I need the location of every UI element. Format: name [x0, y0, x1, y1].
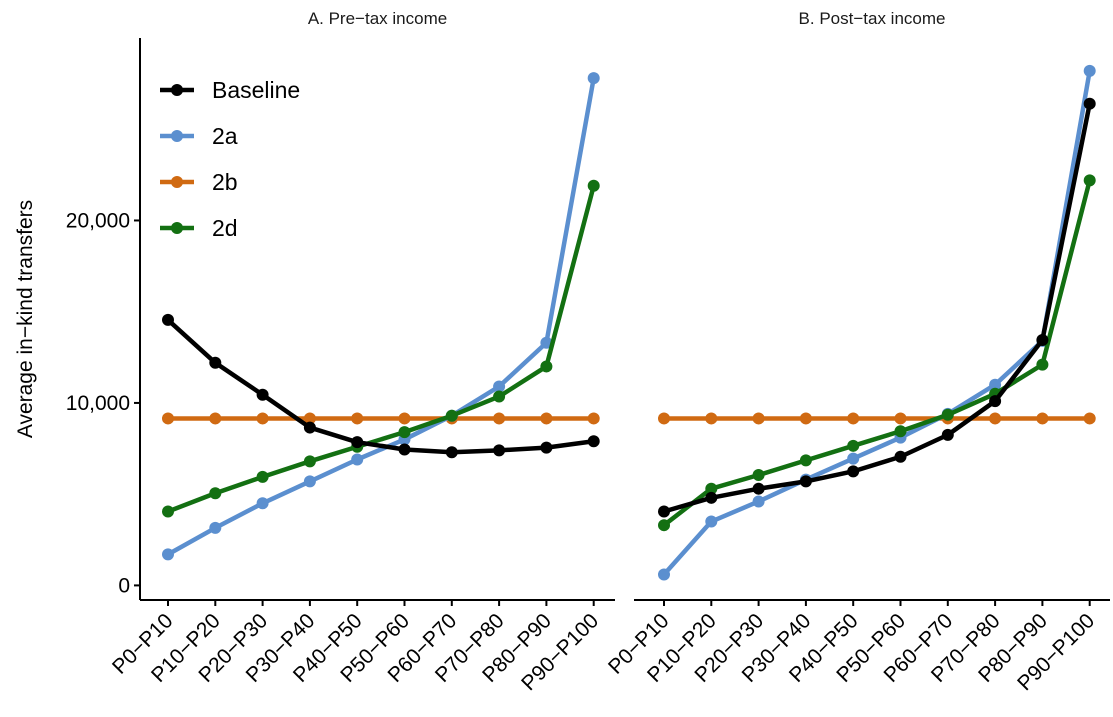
- data-point-Baseline: [658, 505, 670, 518]
- data-point-2b: [1036, 412, 1049, 425]
- data-point-2a: [209, 521, 222, 534]
- axes-layer: [134, 38, 1110, 606]
- data-point-2d: [493, 390, 506, 403]
- data-point-Baseline: [894, 450, 907, 463]
- data-point-2a: [162, 548, 174, 561]
- data-point-Baseline: [303, 421, 316, 434]
- data-point-2b: [162, 412, 174, 425]
- data-point-2a: [303, 475, 316, 488]
- data-point-2b: [540, 412, 553, 425]
- data-point-Baseline: [445, 446, 458, 459]
- series-line-2a: [165, 75, 596, 557]
- legend-swatch-point: [171, 130, 183, 142]
- legend-layer: Baseline 2a 2b 2d: [160, 77, 300, 241]
- data-point-2d: [658, 519, 670, 532]
- legend-swatch-point: [171, 176, 183, 188]
- data-point-Baseline: [398, 443, 411, 456]
- data-point-2d: [941, 408, 954, 421]
- text-layer: 0 10,000 20,000 Average in−kind transfers A.…: [14, 9, 1099, 695]
- legend-label: Baseline: [212, 77, 300, 103]
- data-point-2a: [989, 378, 1002, 391]
- data-point-Baseline: [256, 388, 269, 401]
- data-point-2b: [209, 412, 222, 425]
- data-point-Baseline: [209, 356, 222, 369]
- data-point-2d: [303, 455, 316, 468]
- data-point-2d: [540, 360, 553, 373]
- legend-label: 2d: [212, 215, 238, 241]
- legend-label: 2a: [212, 123, 238, 149]
- data-point-Baseline: [847, 465, 860, 478]
- data-point-2b: [587, 412, 600, 425]
- data-point-2b: [1083, 412, 1096, 425]
- panel-title: B. Post−tax income: [799, 9, 946, 28]
- data-point-2d: [209, 487, 222, 500]
- data-point-2d: [587, 179, 600, 192]
- data-point-2a: [705, 515, 718, 528]
- data-point-2b: [894, 412, 907, 425]
- data-point-2a: [658, 568, 670, 581]
- data-point-2d: [705, 482, 718, 495]
- data-point-2a: [540, 336, 553, 349]
- data-point-2d: [1083, 174, 1096, 187]
- y-tick-label: 10,000: [66, 392, 130, 415]
- data-point-Baseline: [351, 436, 364, 449]
- data-point-Baseline: [1036, 333, 1049, 346]
- data-point-2a: [847, 452, 860, 465]
- data-point-2b: [752, 412, 765, 425]
- data-point-2b: [256, 412, 269, 425]
- data-point-2d: [799, 454, 812, 467]
- data-point-2b: [847, 412, 860, 425]
- data-point-2a: [351, 453, 364, 466]
- data-point-2b: [705, 412, 718, 425]
- panel-title: A. Pre−tax income: [308, 9, 447, 28]
- data-point-Baseline: [752, 482, 765, 495]
- series-line-2a: [661, 68, 1092, 577]
- data-point-Baseline: [989, 395, 1002, 408]
- data-point-2d: [256, 470, 269, 483]
- data-point-Baseline: [799, 475, 812, 488]
- series-line-Baseline: [661, 101, 1092, 514]
- data-point-2d: [752, 469, 765, 482]
- data-point-2d: [894, 425, 907, 438]
- data-point-2b: [658, 412, 670, 425]
- data-point-2a: [1083, 64, 1096, 77]
- legend-swatch-point: [171, 222, 183, 234]
- data-point-2b: [303, 412, 316, 425]
- data-point-Baseline: [1083, 97, 1096, 110]
- data-point-2b: [989, 412, 1002, 425]
- data-point-Baseline: [941, 428, 954, 441]
- data-point-Baseline: [162, 313, 174, 326]
- data-point-2a: [493, 380, 506, 393]
- legend-label: 2b: [212, 169, 238, 195]
- data-point-2b: [351, 412, 364, 425]
- data-point-2b: [493, 412, 506, 425]
- y-tick-label: 0: [118, 574, 130, 597]
- y-axis-title: Average in−kind transfers: [14, 200, 37, 438]
- data-point-Baseline: [587, 435, 600, 448]
- legend-swatch-point: [171, 84, 183, 96]
- data-point-2d: [847, 439, 860, 452]
- data-point-2a: [256, 497, 269, 510]
- data-point-Baseline: [540, 441, 553, 454]
- data-point-Baseline: [705, 491, 718, 504]
- series-line-Baseline: [165, 317, 596, 455]
- y-tick-label: 20,000: [66, 209, 130, 232]
- data-point-2d: [1036, 358, 1049, 371]
- data-point-2a: [752, 495, 765, 508]
- data-point-Baseline: [493, 444, 506, 457]
- data-point-2b: [799, 412, 812, 425]
- data-point-2d: [162, 505, 174, 518]
- data-point-2d: [445, 409, 458, 422]
- series-line-2d: [661, 178, 1092, 528]
- series-layer: [162, 64, 1096, 581]
- data-point-2b: [398, 412, 411, 425]
- data-point-2d: [398, 426, 411, 439]
- data-point-2a: [587, 72, 600, 85]
- series-line-2d: [165, 183, 596, 514]
